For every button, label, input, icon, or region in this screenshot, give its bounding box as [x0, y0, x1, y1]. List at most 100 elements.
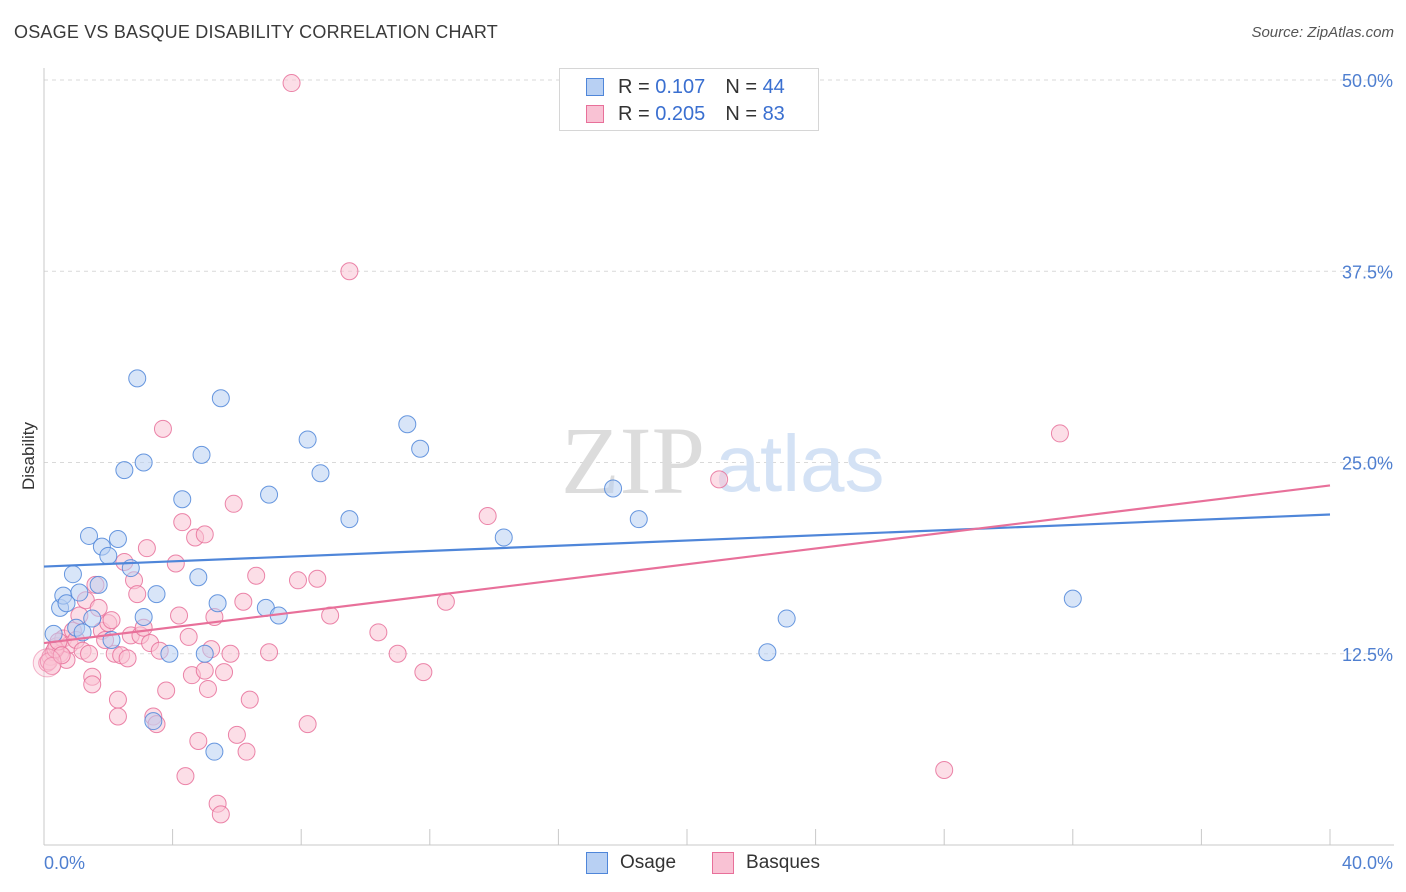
osage-point [777, 609, 796, 628]
osage-point [260, 485, 279, 504]
osage-point [298, 430, 317, 449]
osage-point [211, 389, 230, 408]
osage-point [147, 585, 166, 604]
basques-point [710, 470, 729, 489]
grid-lines [44, 79, 1394, 655]
basques-point [102, 611, 121, 630]
basques-point-cluster [32, 648, 62, 678]
osage-point [340, 510, 359, 529]
y-tick-label: 25.0% [1342, 454, 1393, 474]
basques-point [227, 725, 246, 744]
legend-swatch-osage [586, 78, 604, 96]
basques-point [288, 571, 307, 590]
osage-point [205, 742, 224, 761]
basques-point [166, 554, 185, 573]
osage-point [758, 643, 777, 662]
osage-swatch [586, 852, 609, 874]
source-label: Source: ZipAtlas.com [1251, 24, 1394, 41]
watermark-atlas: atlas [716, 419, 885, 508]
basques-point [118, 649, 137, 668]
osage-point [115, 461, 134, 480]
legend-swatch-basques [586, 105, 604, 123]
legend-row-osage: R = 0.107 N = 44 [586, 75, 785, 99]
legend-row-basques: R = 0.205 N = 83 [586, 102, 785, 126]
basques-point [137, 539, 156, 558]
osage-point [195, 644, 214, 663]
basques-point [282, 74, 301, 93]
osage-point [192, 445, 211, 464]
y-tick-label: 12.5% [1342, 645, 1393, 665]
basques-point [388, 644, 407, 663]
legend-n-value-basques: 83 [762, 102, 785, 125]
basques-point [195, 661, 214, 680]
basques-point [170, 606, 189, 625]
axes [43, 68, 1394, 846]
basques-point [234, 592, 253, 611]
basques-point [80, 644, 99, 663]
x-tick-label: 40.0% [1342, 853, 1393, 873]
legend-n-label: N = [725, 102, 757, 125]
legend-n-label: N = [725, 75, 757, 98]
basques-point [247, 566, 266, 585]
basques-point [189, 731, 208, 750]
basques-point [436, 592, 455, 611]
basques-point [153, 419, 172, 438]
basques-point [176, 767, 195, 786]
basques-point [240, 690, 259, 709]
basques-point [173, 513, 192, 532]
osage-point [494, 528, 513, 547]
basques-point [211, 805, 230, 824]
osage-point [160, 644, 179, 663]
osage-point [70, 583, 89, 602]
trend-lines [43, 484, 1331, 645]
osage-point [128, 369, 147, 388]
basques-point [414, 663, 433, 682]
basques-point [935, 761, 954, 780]
basques-point [1050, 424, 1069, 443]
legend: R = 0.107 N = 44 R = 0.205 N = 83 [559, 68, 819, 131]
basques-point [195, 525, 214, 544]
osage-point [134, 453, 153, 472]
basques-point [224, 494, 243, 513]
basques-point [478, 507, 497, 526]
osage-point [57, 594, 76, 613]
osage-point [189, 568, 208, 587]
basques-point [221, 644, 240, 663]
osage-point [99, 546, 118, 565]
osage-point [411, 439, 430, 458]
osage-point [63, 565, 82, 584]
basques-point [298, 715, 317, 734]
osage-point [311, 464, 330, 483]
basques-point [157, 681, 176, 700]
x-tick-label: 0.0% [44, 853, 85, 873]
y-tick-label: 37.5% [1342, 262, 1393, 282]
y-tick-label: 50.0% [1342, 71, 1393, 91]
basques-point [215, 663, 234, 682]
chart-title: OSAGE VS BASQUE DISABILITY CORRELATION C… [14, 22, 498, 42]
y-axis-label: Disability [19, 421, 38, 490]
osage-point [629, 510, 648, 529]
osage-point [134, 608, 153, 627]
basques-swatch [712, 852, 735, 874]
osage-point [604, 479, 623, 498]
osage-legend-label: Osage [620, 852, 677, 873]
basques-legend-label: Basques [746, 852, 820, 873]
osage-point [73, 623, 92, 642]
legend-r-value-basques: 0.205 [655, 102, 706, 125]
basques-point [83, 675, 102, 694]
bottom-legend-basques[interactable]: Basques [712, 852, 820, 874]
legend-r-value-osage: 0.107 [655, 75, 706, 98]
basques-point [179, 627, 198, 646]
legend-r-label: R = [618, 75, 650, 98]
osage-point [80, 526, 99, 545]
osage-point [173, 490, 192, 509]
osage-point [83, 609, 102, 628]
osage-point [44, 624, 63, 643]
tick-labels: 12.5% 25.0% 37.5% 50.0% 0.0% 40.0% [44, 71, 1393, 873]
osage-point [208, 594, 227, 613]
basques-point [308, 569, 327, 588]
osage-points [44, 369, 1082, 761]
basques-point [260, 643, 279, 662]
bottom-legend-osage[interactable]: Osage [586, 852, 676, 874]
